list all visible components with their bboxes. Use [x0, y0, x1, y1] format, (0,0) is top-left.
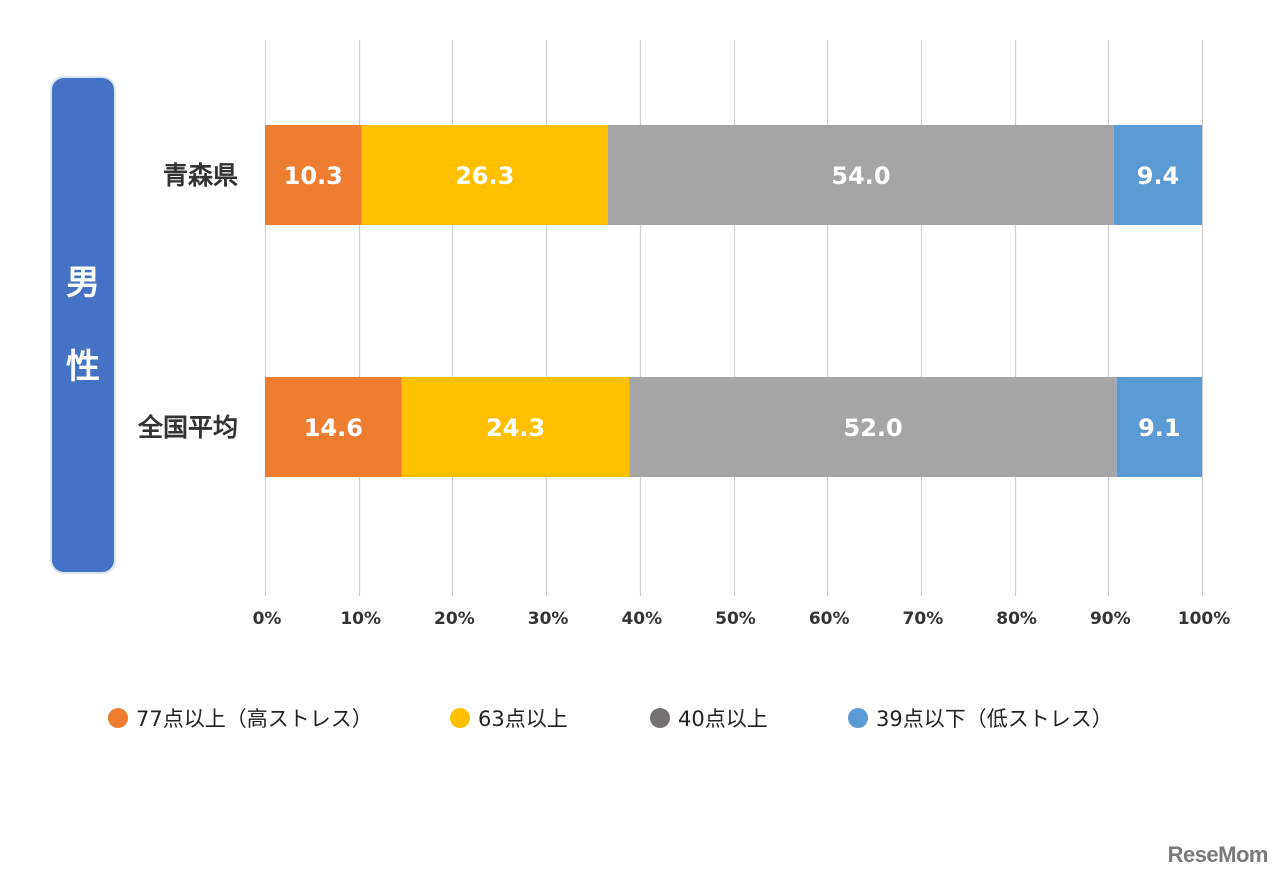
group-label-char: 男 [66, 263, 100, 303]
x-tick-label: 20% [434, 609, 475, 629]
x-tick-label: 70% [903, 609, 944, 629]
data-label: 9.1 [1138, 414, 1181, 442]
x-tick-label: 40% [621, 609, 662, 629]
stacked-bar-chart: 0% 10% 20% 30% 40% 50% 60% 70% 80% 90% 100% 青森県全国平均… [137, 40, 1231, 629]
group-label-char: 性 [66, 347, 100, 387]
data-label: 52.0 [844, 414, 903, 442]
legend-item: 39点以下（低ストレス） [848, 700, 1113, 736]
bar-segment [265, 377, 402, 477]
legend-item: 40点以上 [650, 700, 768, 736]
category-label: 全国平均 [137, 413, 238, 442]
x-tick-label: 60% [809, 609, 850, 629]
data-label: 10.3 [284, 162, 343, 190]
bar-segment [1113, 125, 1202, 225]
legend-item: 77点以上（高ストレス） [108, 700, 373, 736]
bar-segment [361, 125, 608, 225]
x-tick-label: 90% [1090, 609, 1131, 629]
watermark-logo: ReseMom [1167, 842, 1269, 867]
x-tick-label: 30% [528, 609, 569, 629]
legend-marker-icon [450, 708, 470, 728]
group-label-badge: 男 性 [50, 76, 116, 574]
legend: 77点以上（高ストレス） 63点以上 40点以上 39点以下（低ストレス） [0, 700, 1280, 736]
bar-segment [265, 125, 362, 225]
x-tick-label: 10% [340, 609, 381, 629]
x-tick-label: 50% [715, 609, 756, 629]
legend-label: 63点以上 [478, 707, 568, 731]
x-tick-label: 80% [996, 609, 1037, 629]
legend-marker-icon [848, 708, 868, 728]
data-label: 24.3 [486, 414, 545, 442]
x-tick-label: 0% [253, 609, 282, 629]
data-label: 14.6 [304, 414, 363, 442]
data-label: 9.4 [1137, 162, 1180, 190]
bar-segment [401, 377, 630, 477]
category-label: 青森県 [163, 161, 238, 190]
bar-segment [607, 125, 1114, 225]
x-tick-label: 100% [1178, 609, 1231, 629]
legend-label: 40点以上 [678, 707, 768, 731]
bar-segment [629, 377, 1117, 477]
legend-marker-icon [108, 708, 128, 728]
legend-item: 63点以上 [450, 700, 568, 736]
legend-marker-icon [650, 708, 670, 728]
data-label: 26.3 [455, 162, 514, 190]
legend-label: 77点以上（高ストレス） [136, 707, 373, 731]
bar-segment [1116, 377, 1202, 477]
data-label: 54.0 [831, 162, 890, 190]
legend-label: 39点以下（低ストレス） [876, 707, 1113, 731]
